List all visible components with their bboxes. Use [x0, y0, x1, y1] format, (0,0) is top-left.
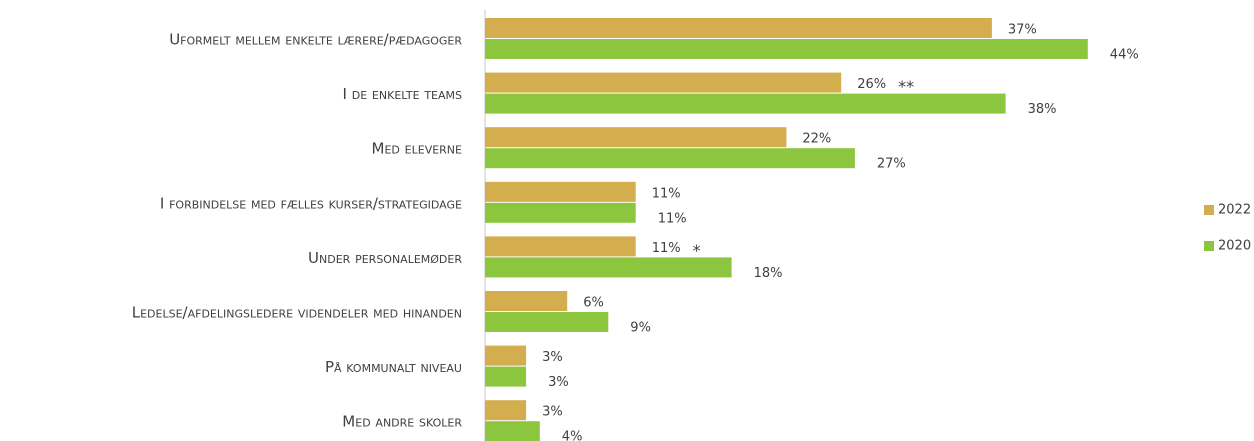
bar	[485, 181, 636, 202]
legend-swatch	[1204, 241, 1214, 251]
category-label: Uformelt mellem enkelte lærere/pædagoger	[169, 31, 462, 49]
value-label: 11%	[658, 211, 687, 226]
value-label: 3%	[542, 405, 563, 420]
value-label: 26%	[857, 77, 886, 92]
value-label: 38%	[1028, 102, 1057, 117]
bar	[485, 400, 527, 421]
bar	[485, 257, 732, 278]
category-label: Under personalemøder	[308, 249, 462, 267]
significance-note: *	[693, 241, 701, 260]
value-label: 37%	[1008, 23, 1037, 38]
bar	[485, 421, 540, 441]
value-label: 3%	[548, 375, 569, 390]
value-label: 27%	[877, 157, 906, 172]
bar	[485, 202, 636, 223]
value-label: 6%	[583, 296, 604, 311]
category-label: I forbindelse med fælles kurser/strategi…	[160, 194, 462, 212]
bar	[485, 93, 1006, 114]
significance-note: **	[898, 77, 914, 96]
legend-label: 2020	[1218, 239, 1251, 254]
bar	[485, 18, 992, 38]
bar	[485, 72, 842, 93]
category-label: Ledelse/afdelingsledere videndeler med h…	[132, 304, 462, 322]
bar	[485, 345, 527, 366]
legend-label: 2022	[1218, 203, 1251, 218]
category-label: Med andre skoler	[342, 413, 462, 431]
legend-swatch	[1204, 205, 1214, 215]
value-label: 3%	[542, 350, 563, 365]
bar	[485, 127, 787, 148]
bar	[485, 291, 568, 311]
bar	[485, 39, 1088, 59]
category-label: Med eleverne	[372, 140, 463, 158]
category-label: I de enkelte teams	[343, 85, 462, 103]
bar	[485, 366, 527, 387]
value-label: 11%	[652, 186, 681, 201]
value-label: 4%	[562, 430, 583, 441]
category-label: På kommunalt niveau	[325, 358, 462, 376]
bar	[485, 236, 636, 257]
value-label: 11%	[652, 241, 681, 256]
value-label: 9%	[630, 321, 651, 336]
value-label: 18%	[754, 266, 783, 281]
value-label: 44%	[1110, 48, 1139, 63]
bar	[485, 148, 855, 169]
bar	[485, 312, 609, 332]
value-label: 22%	[802, 132, 831, 147]
